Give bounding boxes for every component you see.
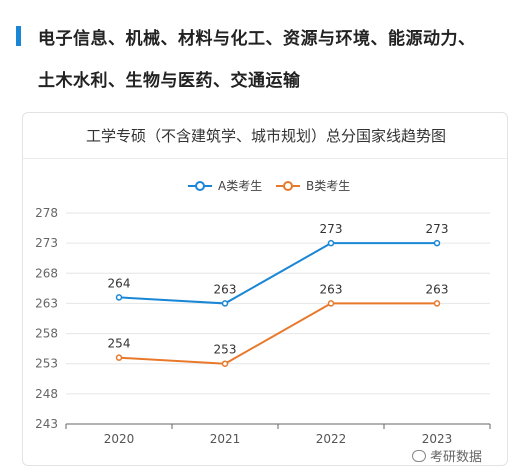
y-tick-label: 253: [35, 357, 58, 371]
y-tick-label: 263: [35, 296, 58, 310]
data-point: [327, 300, 335, 307]
legend-label: A类考生: [218, 179, 262, 193]
data-point: [433, 239, 441, 247]
heading-line-2: 土木水利、生物与医药、交通运输: [38, 71, 301, 91]
series-line: [118, 242, 437, 305]
legend-marker: [195, 181, 205, 191]
data-point: [327, 239, 335, 247]
data-label: 264: [108, 276, 131, 290]
data-point: [221, 360, 229, 367]
legend-label: B类考生: [306, 179, 350, 193]
data-label: 253: [214, 343, 237, 357]
chart-card: 工学专硕（不含建筑学、城市规划）总分国家线趋势图: [22, 112, 508, 466]
watermark-text: 考研数据: [430, 450, 483, 465]
data-point: [115, 354, 123, 361]
heading-line-1: 电子信息、机械、材料与化工、资源与环境、能源动力、: [38, 29, 476, 49]
data-point: [433, 300, 441, 307]
y-tick-label: 278: [35, 206, 58, 220]
data-label: 263: [426, 282, 449, 296]
data-label: 273: [426, 222, 449, 236]
y-tick-label: 273: [35, 236, 58, 250]
data-label: 263: [320, 282, 343, 296]
watermark: 考研数据: [412, 446, 482, 465]
wechat-icon: [412, 449, 426, 462]
x-tick-label: 2022: [316, 432, 347, 446]
x-tick-label: 2023: [422, 432, 453, 446]
data-point: [221, 300, 229, 307]
data-label: 254: [108, 337, 131, 351]
y-tick-label: 258: [35, 327, 58, 341]
data-label: 273: [320, 222, 343, 236]
chart-title-divider: [23, 158, 507, 159]
legend-marker: [283, 181, 293, 191]
heading-accent-bar: [16, 26, 21, 46]
series-line: [118, 302, 437, 365]
y-tick-label: 243: [35, 417, 58, 431]
chart-title: 工学专硕（不含建筑学、城市规划）总分国家线趋势图: [85, 127, 446, 145]
y-tick-label: 268: [35, 266, 58, 280]
data-label: 263: [214, 282, 237, 296]
data-point: [115, 294, 123, 301]
x-tick-label: 2020: [104, 432, 135, 446]
x-tick-label: 2021: [210, 432, 241, 446]
y-tick-label: 248: [35, 387, 58, 401]
